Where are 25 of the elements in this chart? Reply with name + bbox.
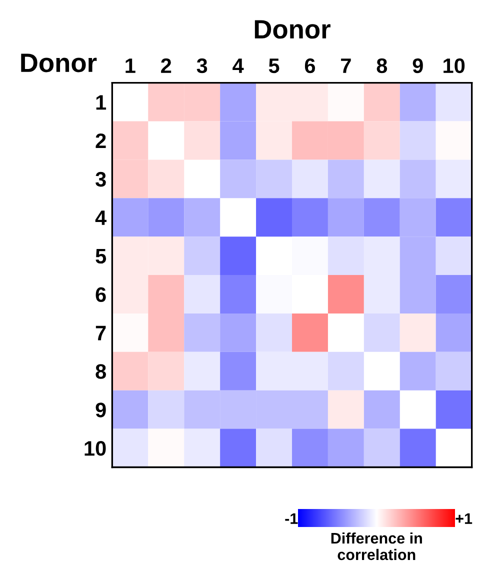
x-tick-label: 5 [268,58,280,74]
y-tick-label: 3 [96,172,106,187]
x-tick-label: 4 [232,58,244,73]
x-tick-label: 10 [444,58,465,74]
y-tick-label: 9 [96,402,106,418]
y-tick-label: 7 [96,326,106,340]
y-tick-label: 5 [96,249,106,264]
color-bar-label: +1 [456,513,472,524]
y-tick-label: 2 [96,133,106,148]
x-tick-label: 3 [196,58,208,74]
y-tick-label: 10 [84,441,106,456]
y-axis-title: Donor [21,54,97,72]
x-tick-label: 9 [412,58,423,74]
color-bar-title: Difference in correlation [331,532,422,560]
color-bar-label: -1 [285,513,298,524]
y-tick-label: 6 [96,287,106,302]
x-axis-title: Donor [254,20,330,39]
y-tick-label: 8 [96,364,106,379]
x-tick-label: 8 [376,58,388,74]
x-tick-label: 6 [304,58,316,74]
x-tick-label: 7 [341,58,351,73]
y-tick-label: 1 [96,95,106,110]
x-tick-label: 2 [161,58,172,73]
x-tick-label: 1 [126,58,136,73]
y-tick-label: 4 [95,210,107,225]
